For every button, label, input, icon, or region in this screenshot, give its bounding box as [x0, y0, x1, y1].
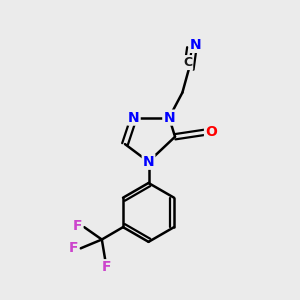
Text: N: N: [128, 111, 140, 124]
Text: O: O: [205, 125, 217, 139]
Text: N: N: [190, 38, 202, 52]
Text: N: N: [163, 111, 175, 124]
Text: N: N: [143, 155, 154, 169]
Text: F: F: [102, 260, 111, 274]
Text: C: C: [183, 56, 192, 69]
Text: F: F: [69, 241, 78, 255]
Text: F: F: [73, 219, 82, 233]
